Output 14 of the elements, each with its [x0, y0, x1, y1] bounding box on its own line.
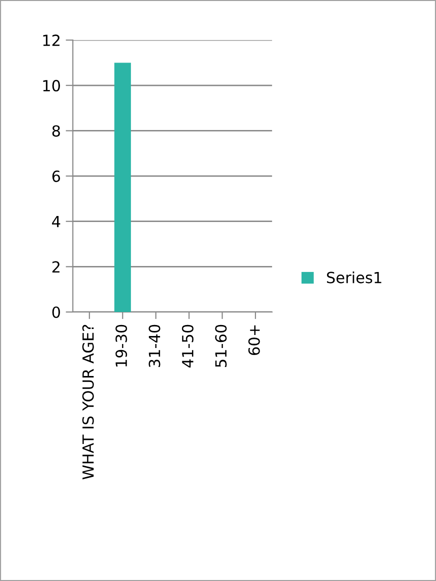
- y-tick-label: 2: [52, 261, 60, 272]
- legend-label: Series1: [326, 271, 382, 284]
- x-tick-label: 51-60: [215, 324, 227, 368]
- x-tick-label: 41-50: [182, 324, 194, 368]
- y-tick-label: 6: [52, 170, 60, 182]
- y-tick-label: 12: [43, 34, 60, 46]
- y-tick-label: 10: [43, 80, 60, 92]
- x-tick-label: WHAT IS YOUR AGE?: [82, 324, 94, 480]
- y-tick-label: 8: [52, 125, 60, 137]
- x-tick-label: 19-30: [116, 324, 128, 367]
- y-tick-label: 0: [52, 306, 60, 318]
- x-tick-label: 31-40: [148, 324, 160, 368]
- y-tick-label: 4: [52, 216, 60, 228]
- x-tick-label: 60+: [248, 325, 260, 355]
